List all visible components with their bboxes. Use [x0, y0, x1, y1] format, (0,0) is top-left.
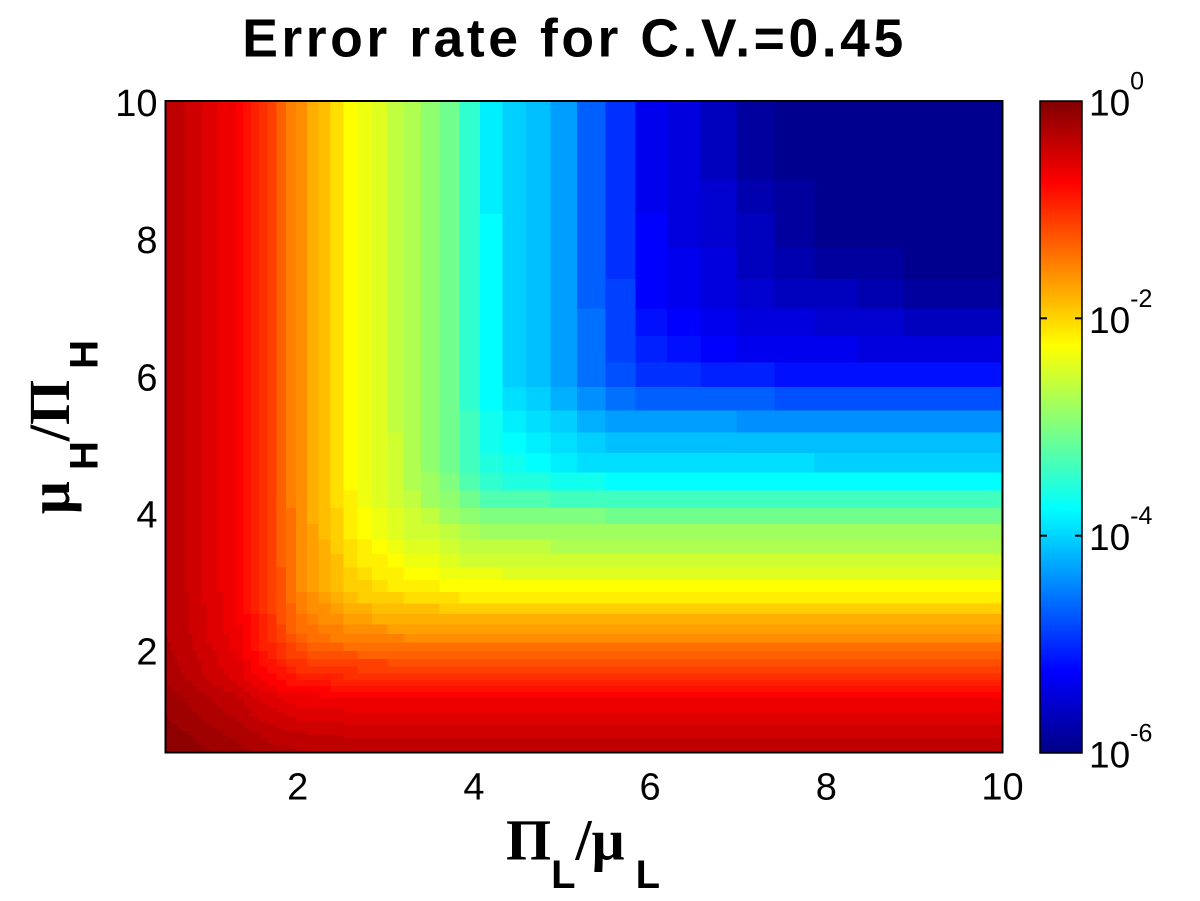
svg-text:10-4: 10-4 — [1089, 502, 1152, 558]
svg-text:100: 100 — [1089, 68, 1144, 124]
svg-text:2: 2 — [136, 632, 157, 674]
svg-text:4: 4 — [463, 767, 484, 809]
svg-text:4: 4 — [136, 495, 157, 537]
svg-text:μ H/Π H: μ H/Π H — [17, 340, 107, 514]
svg-text:10-6: 10-6 — [1089, 720, 1152, 776]
svg-text:8: 8 — [136, 220, 157, 262]
svg-text:2: 2 — [287, 767, 308, 809]
svg-text:8: 8 — [816, 767, 837, 809]
svg-text:6: 6 — [136, 357, 157, 399]
svg-text:10: 10 — [115, 83, 157, 125]
svg-text:Error rate for C.V.=0.45: Error rate for C.V.=0.45 — [242, 10, 907, 69]
svg-text:10: 10 — [981, 767, 1023, 809]
svg-text:6: 6 — [640, 767, 661, 809]
svg-text:10-2: 10-2 — [1089, 285, 1152, 341]
svg-text:ΠL/μ L: ΠL/μ L — [506, 808, 660, 898]
